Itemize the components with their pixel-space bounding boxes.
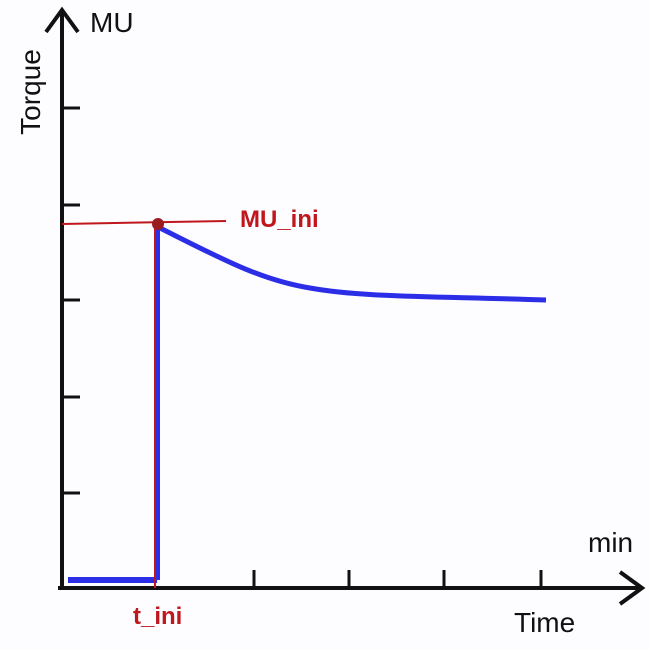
axes (44, 6, 646, 606)
y-unit: MU (90, 7, 134, 38)
x-unit: min (588, 527, 633, 558)
x-arrow (618, 570, 646, 606)
mu-ini-label: MU_ini (240, 206, 319, 233)
x-label: Time (514, 607, 575, 638)
start-point (152, 218, 164, 230)
y-arrow (44, 6, 80, 34)
y-label: Torque (15, 49, 46, 135)
x-ticks (252, 570, 543, 588)
y-ticks (62, 106, 80, 495)
t-ini-label: t_ini (133, 603, 182, 630)
mu-ini-marker (61, 220, 227, 225)
torque-curve (158, 225, 547, 303)
